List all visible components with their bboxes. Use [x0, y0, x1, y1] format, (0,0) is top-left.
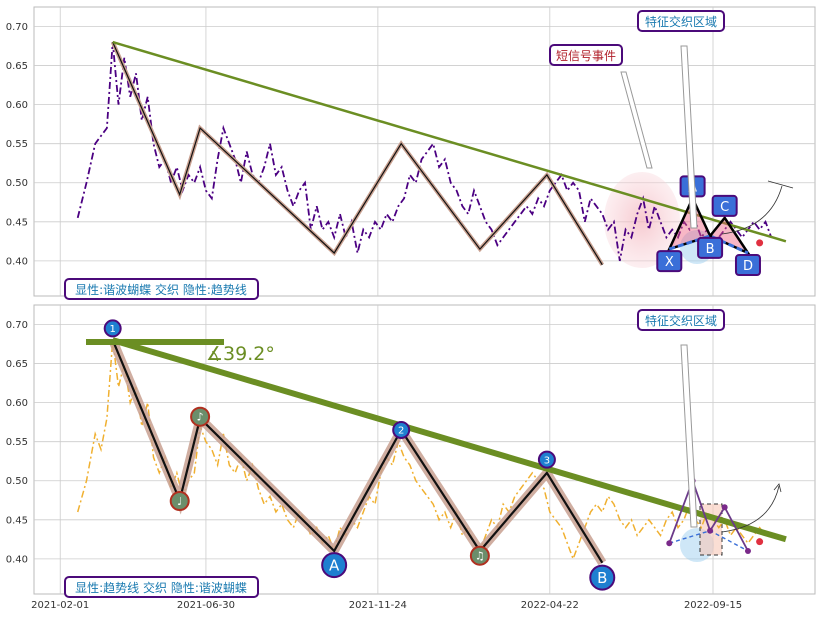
zigzag-marker-label: 2 — [398, 426, 404, 437]
bottom-annotation-feature-zone: 特征交织区域 — [637, 309, 725, 528]
pattern-point-box — [656, 250, 683, 273]
y-tick-label: 0.65 — [6, 61, 28, 72]
bottom-legend: 显性:趋势线 交织 隐性:谐波蝴蝶 — [64, 576, 259, 598]
bottom-feature-zone-arrow — [680, 344, 698, 528]
top-series-layer — [76, 40, 787, 266]
zigzag-marker-label: ♫ — [475, 550, 485, 563]
top-annotation-feature-zone: 特征交织区域 — [637, 10, 725, 229]
y-tick-label: 0.50 — [6, 476, 28, 487]
y-tick-label: 0.70 — [6, 320, 28, 331]
top-panel: 0.400.450.500.550.600.650.70 XABCD 特征交织区… — [6, 6, 816, 300]
top-curve-arrowhead — [767, 180, 794, 189]
x-tick-label: 2022-09-15 — [684, 600, 742, 611]
pattern-point — [744, 548, 751, 555]
pattern-point-label: B — [706, 242, 715, 257]
feature-zone-label: 特征交织区域 — [645, 14, 717, 29]
price-series-line — [76, 42, 773, 262]
zigzag-marker-label: ♪ — [197, 411, 204, 424]
bottom-markers: 1 ♩ ♪ A 2 ♫ 3 B — [103, 319, 616, 591]
angle-label: ∡39.2° — [206, 343, 275, 365]
y-tick-label: 0.70 — [6, 22, 28, 33]
y-tick-label: 0.65 — [6, 359, 28, 370]
bottom-legend-label: 显性:趋势线 交织 隐性:谐波蝴蝶 — [75, 580, 247, 595]
zigzag-marker-label: A — [329, 557, 340, 575]
y-tick-label: 0.60 — [6, 100, 28, 111]
y-tick-label: 0.55 — [6, 139, 28, 150]
top-legend-label: 显性:谐波蝴蝶 交织 隐性:趋势线 — [75, 282, 247, 297]
bottom-feature-zone-label: 特征交织区域 — [645, 313, 717, 328]
pattern-point-label: X — [665, 255, 674, 270]
top-curve-arrow — [721, 185, 783, 235]
y-tick-label: 0.55 — [6, 437, 28, 448]
pattern-point-box — [697, 236, 724, 259]
bottom-series-layer — [76, 337, 787, 566]
y-tick-label: 0.40 — [6, 554, 28, 565]
zigzag-marker — [190, 406, 211, 427]
top-legend-box — [64, 278, 259, 300]
pattern-point — [666, 540, 673, 547]
top-y-ticks: 0.40 0.45 0.50 0.55 0.60 0.65 0.70 — [6, 22, 28, 267]
zigzag-marker-label: 3 — [544, 455, 550, 466]
x-tick-label: 2022-04-22 — [521, 600, 579, 611]
zigzag-marker-label: B — [597, 569, 607, 587]
trend-line — [111, 337, 787, 543]
feature-zone-arrow — [680, 45, 698, 229]
short-signal-label: 短信号事件 — [556, 49, 616, 63]
short-signal-arrow — [620, 71, 653, 169]
pattern-point-label: C — [720, 200, 729, 215]
bottom-y-ticks: 0.40 0.45 0.50 0.55 0.60 0.65 0.70 — [6, 320, 28, 565]
top-legend: 显性:谐波蝴蝶 交织 隐性:趋势线 — [64, 278, 259, 300]
bottom-feature-zone-box — [637, 309, 725, 331]
x-tick-label: 2021-11-24 — [349, 600, 407, 611]
zigzag-marker — [589, 564, 616, 591]
x-tick-label: 2021-06-30 — [177, 600, 235, 611]
pattern-point-label: D — [743, 259, 753, 274]
zigzag-line — [112, 41, 603, 266]
pattern-base-dashed — [668, 234, 749, 255]
pattern-point — [707, 527, 714, 534]
bottom-legend-box — [64, 576, 259, 598]
zigzag-marker — [321, 552, 348, 579]
zigzag-marker — [169, 491, 190, 512]
y-tick-label: 0.45 — [6, 217, 28, 228]
bottom-curve-arrow — [721, 485, 780, 533]
intersection-dot — [756, 538, 764, 546]
zigzag-marker — [469, 545, 490, 566]
pattern-point-box — [711, 194, 738, 217]
trend-line — [112, 40, 787, 243]
y-tick-label: 0.60 — [6, 398, 28, 409]
y-tick-label: 0.45 — [6, 515, 28, 526]
feature-zone-box — [637, 10, 725, 32]
bottom-curve-arrowhead — [773, 483, 782, 493]
pattern-point — [721, 504, 728, 511]
bottom-panel: 0.400.450.500.550.600.650.70 2021-02-01 2… — [6, 304, 816, 611]
pattern-point-box — [734, 254, 761, 277]
top-pattern-labels: XABCD — [656, 175, 761, 277]
zigzag-marker — [103, 319, 122, 338]
x-tick-label: 2021-02-01 — [31, 600, 89, 611]
zigzag-marker — [392, 420, 411, 439]
top-annotation-short-signal: 短信号事件 — [549, 44, 653, 169]
zigzag-marker-label: 1 — [109, 324, 115, 335]
y-tick-label: 0.50 — [6, 178, 28, 189]
bottom-x-ticks: 2021-02-01 2021-06-30 2021-11-24 2022-04-22… — [31, 600, 742, 611]
zigzag-line — [111, 339, 604, 564]
intersection-dot — [756, 239, 764, 247]
zigzag-marker — [537, 450, 556, 469]
y-tick-label: 0.40 — [6, 256, 28, 267]
zigzag-marker-label: ♩ — [177, 495, 182, 508]
short-signal-box — [549, 44, 623, 66]
